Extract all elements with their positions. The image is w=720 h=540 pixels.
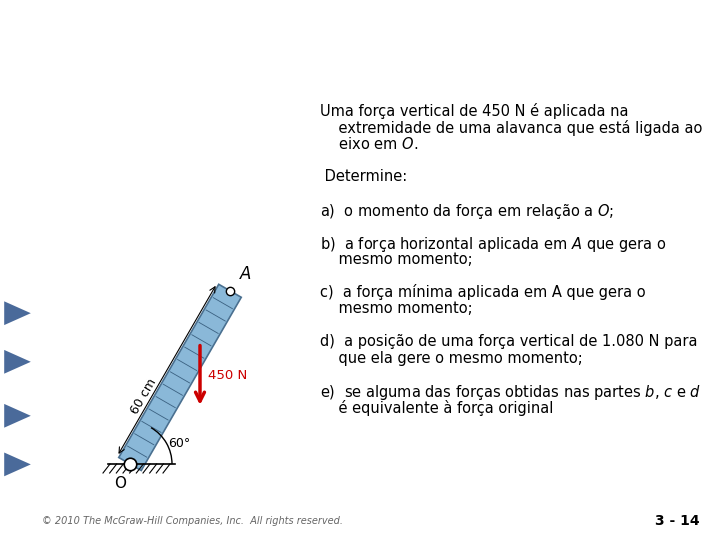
- Text: 60 cm: 60 cm: [129, 376, 159, 416]
- Text: mesmo momento;: mesmo momento;: [320, 252, 472, 267]
- Text: d)  a posição de uma força vertical de 1.080 N para: d) a posição de uma força vertical de 1.…: [320, 334, 698, 349]
- Text: Mecânica Vetorial para Engenheiros: Estática: Mecânica Vetorial para Engenheiros: Está…: [43, 11, 718, 39]
- Text: Problema Resolvido 3.1: Problema Resolvido 3.1: [43, 58, 282, 77]
- Text: é equivalente à força original: é equivalente à força original: [320, 400, 554, 416]
- Text: 3 - 14: 3 - 14: [654, 514, 699, 528]
- Text: que ela gere o mesmo momento;: que ela gere o mesmo momento;: [320, 350, 582, 366]
- Text: mesmo momento;: mesmo momento;: [320, 301, 472, 316]
- Text: c)  a força mínima aplicada em A que gera o: c) a força mínima aplicada em A que gera…: [320, 285, 646, 300]
- Text: 450 N: 450 N: [208, 369, 247, 382]
- Text: a)  o momento da força em relação a $\mathit{O}$;: a) o momento da força em relação a $\mat…: [320, 202, 614, 221]
- Text: Determine:: Determine:: [320, 169, 408, 184]
- Polygon shape: [119, 284, 241, 470]
- Text: 60°: 60°: [168, 437, 190, 450]
- Text: e)  se alguma das forças obtidas nas partes $\mathit{b}$, $\mathit{c}$ e $\mathi: e) se alguma das forças obtidas nas part…: [320, 383, 701, 402]
- Polygon shape: [4, 301, 31, 325]
- Text: O: O: [114, 476, 126, 491]
- Text: Mc
Graw
Hill: Mc Graw Hill: [9, 512, 26, 529]
- Text: extremidade de uma alavanca que está ligada ao: extremidade de uma alavanca que está lig…: [320, 119, 703, 136]
- Polygon shape: [4, 404, 31, 428]
- Text: A: A: [240, 265, 251, 283]
- Text: Uma força vertical de 450 N é aplicada na: Uma força vertical de 450 N é aplicada n…: [320, 103, 629, 119]
- Text: eixo em $\mathit{O}$.: eixo em $\mathit{O}$.: [320, 136, 418, 152]
- Text: © 2010 The McGraw-Hill Companies, Inc.  All rights reserved.: © 2010 The McGraw-Hill Companies, Inc. A…: [42, 516, 343, 526]
- Text: b)  a força horizontal aplicada em $\mathit{A}$ que gera o: b) a força horizontal aplicada em $\math…: [320, 235, 666, 254]
- Polygon shape: [4, 350, 31, 374]
- Text: Nona
edição: Nona edição: [6, 16, 29, 29]
- Polygon shape: [4, 453, 31, 476]
